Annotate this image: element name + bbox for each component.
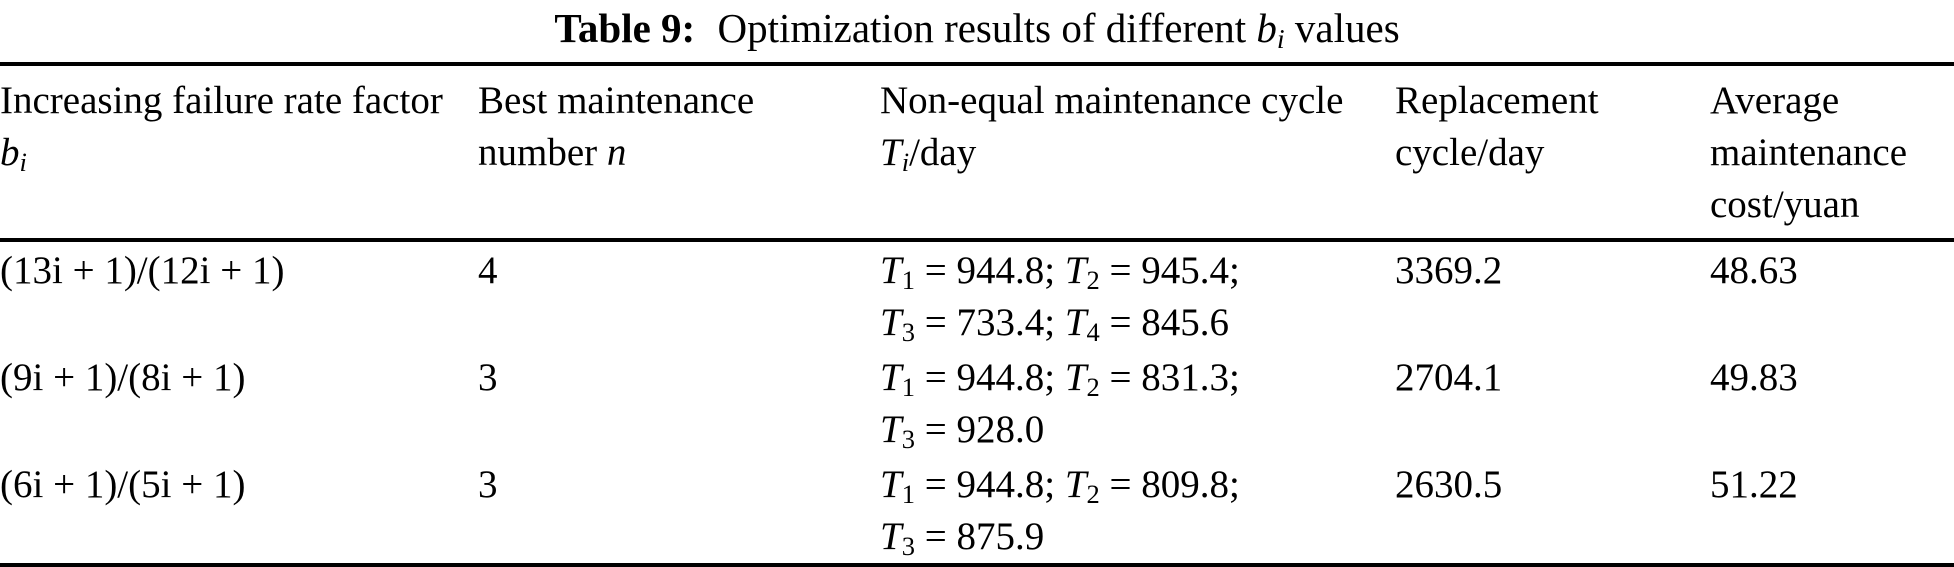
cell-maintenance-number: 4 (478, 249, 498, 292)
cell-average-cost: 49.83 (1710, 356, 1798, 399)
cell-factor: (9i + 1)/(8i + 1) (0, 356, 246, 399)
table-row-3: (6i + 1)/(5i + 1) 3 T1 = 944.8; T2 = 809… (0, 456, 1954, 565)
results-table: Increasing failure rate factor bi Best m… (0, 62, 1954, 567)
table-row-1: (13i + 1)/(12i + 1) 4 T1 = 944.8; T2 = 9… (0, 240, 1954, 349)
header-row: Increasing failure rate factor bi Best m… (0, 64, 1954, 242)
cell-maintenance-number: 3 (478, 356, 498, 399)
cell-factor: (6i + 1)/(5i + 1) (0, 463, 246, 506)
col-header-maintenance-cycle: Non-equal maintenance cycle Ti/day (880, 64, 1395, 242)
col-header-maintenance-number: Best maintenance number n (478, 64, 880, 242)
cell-maintenance-cycles: T1 = 944.8; T2 = 945.4; T3 = 733.4; T4 = … (880, 249, 1240, 347)
cell-replacement-cycle: 3369.2 (1395, 249, 1503, 292)
cell-maintenance-cycles: T1 = 944.8; T2 = 831.3; T3 = 928.0 (880, 356, 1240, 454)
cell-average-cost: 51.22 (1710, 463, 1798, 506)
cell-replacement-cycle: 2704.1 (1395, 356, 1503, 399)
table-caption: Table 9: Optimization results of differe… (554, 5, 1400, 56)
col-header-replacement-cycle: Replacement cycle/day (1395, 64, 1710, 242)
table-row-2: (9i + 1)/(8i + 1) 3 T1 = 944.8; T2 = 831… (0, 349, 1954, 456)
cell-maintenance-number: 3 (478, 463, 498, 506)
cell-replacement-cycle: 2630.5 (1395, 463, 1503, 506)
cell-factor: (13i + 1)/(12i + 1) (0, 249, 285, 292)
cell-maintenance-cycles: T1 = 944.8; T2 = 809.8; T3 = 875.9 (880, 463, 1240, 561)
col-header-average-cost: Average maintenance cost/yuan (1710, 64, 1954, 242)
col-header-failure-rate-factor: Increasing failure rate factor bi (0, 64, 478, 242)
cell-average-cost: 48.63 (1710, 249, 1798, 292)
